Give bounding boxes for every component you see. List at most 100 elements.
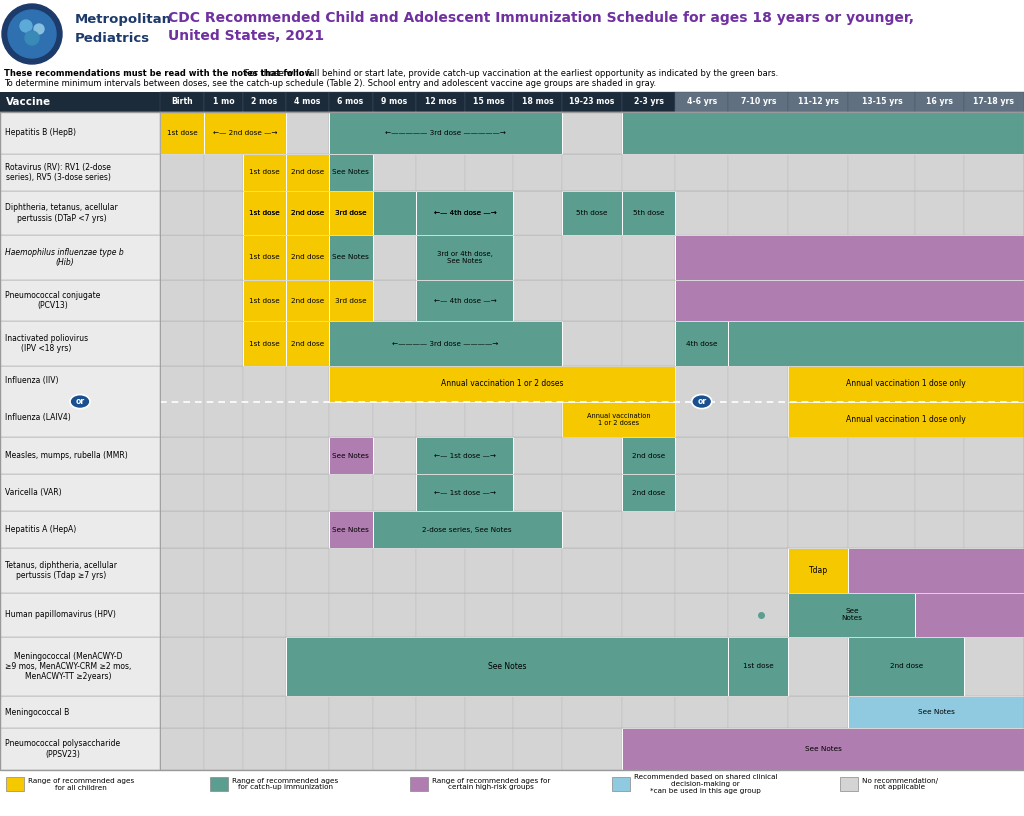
Bar: [728, 637, 788, 696]
Text: Measles, mumps, rubella (MMR): Measles, mumps, rubella (MMR): [5, 451, 128, 460]
Bar: [417, 696, 465, 728]
Bar: [329, 154, 373, 191]
Bar: [964, 637, 1024, 696]
Bar: [849, 548, 915, 592]
Bar: [329, 322, 373, 366]
Text: 4 mos: 4 mos: [294, 97, 321, 107]
Bar: [728, 191, 788, 235]
Bar: [204, 235, 243, 280]
Bar: [964, 548, 1024, 592]
Bar: [622, 512, 675, 548]
Bar: [286, 437, 329, 474]
Bar: [964, 112, 1024, 154]
Bar: [622, 474, 675, 512]
Bar: [840, 777, 858, 791]
Bar: [243, 235, 286, 280]
Bar: [286, 592, 329, 637]
Bar: [675, 322, 728, 366]
Bar: [210, 777, 228, 791]
Text: ←— 1st dose —→: ←— 1st dose —→: [434, 490, 496, 496]
Bar: [243, 696, 286, 728]
Bar: [286, 191, 329, 235]
Bar: [675, 512, 728, 548]
Text: See Notes: See Notes: [332, 453, 369, 459]
Text: 3rd dose: 3rd dose: [335, 210, 367, 216]
Bar: [622, 154, 675, 191]
Bar: [329, 191, 373, 235]
Bar: [286, 154, 329, 191]
Text: 19-23 mos: 19-23 mos: [569, 97, 614, 107]
Bar: [675, 592, 728, 637]
Bar: [329, 637, 373, 696]
Text: 5th dose: 5th dose: [633, 210, 665, 216]
Bar: [622, 728, 675, 770]
Bar: [788, 366, 1024, 401]
Bar: [465, 92, 513, 112]
Bar: [675, 548, 728, 592]
Bar: [562, 637, 622, 696]
Bar: [417, 728, 465, 770]
Bar: [373, 548, 417, 592]
Bar: [329, 154, 373, 191]
Bar: [728, 728, 788, 770]
Text: See Notes: See Notes: [805, 746, 842, 752]
Bar: [465, 366, 513, 437]
Text: 5th dose: 5th dose: [577, 210, 608, 216]
Bar: [465, 696, 513, 728]
Bar: [788, 112, 849, 154]
Bar: [622, 548, 675, 592]
Bar: [204, 191, 243, 235]
Bar: [373, 235, 417, 280]
Bar: [675, 437, 728, 474]
Text: No recommendation/
not applicable: No recommendation/ not applicable: [862, 778, 938, 791]
Bar: [562, 191, 622, 235]
Bar: [788, 592, 849, 637]
Text: 17-18 yrs: 17-18 yrs: [974, 97, 1015, 107]
Bar: [0, 191, 160, 235]
Text: 3rd dose: 3rd dose: [335, 298, 367, 304]
Bar: [0, 0, 1024, 64]
Bar: [286, 696, 329, 728]
Bar: [513, 191, 562, 235]
Bar: [513, 366, 562, 437]
Bar: [788, 512, 849, 548]
Bar: [622, 696, 675, 728]
Bar: [329, 696, 373, 728]
Text: Birth: Birth: [171, 97, 193, 107]
Bar: [788, 322, 849, 366]
Bar: [915, 191, 964, 235]
Bar: [849, 437, 915, 474]
Bar: [417, 474, 465, 512]
Bar: [243, 235, 286, 280]
Bar: [915, 592, 964, 637]
Bar: [622, 112, 675, 154]
Bar: [915, 592, 1024, 637]
Circle shape: [20, 20, 32, 32]
Bar: [849, 696, 915, 728]
Bar: [622, 366, 675, 437]
Bar: [243, 437, 286, 474]
Bar: [675, 112, 728, 154]
Bar: [160, 112, 204, 154]
Bar: [675, 154, 728, 191]
Bar: [675, 322, 728, 366]
Bar: [329, 548, 373, 592]
Text: Human papillomavirus (HPV): Human papillomavirus (HPV): [5, 610, 116, 619]
Bar: [243, 280, 286, 322]
Bar: [562, 728, 622, 770]
Bar: [417, 154, 465, 191]
Bar: [915, 191, 964, 235]
Bar: [728, 366, 788, 437]
Bar: [286, 235, 329, 280]
Bar: [513, 592, 562, 637]
Bar: [788, 154, 849, 191]
Ellipse shape: [70, 395, 90, 409]
Bar: [915, 92, 964, 112]
Text: 1st dose: 1st dose: [249, 170, 280, 175]
Bar: [417, 92, 465, 112]
Bar: [243, 154, 286, 191]
Bar: [243, 548, 286, 592]
Bar: [915, 437, 964, 474]
Text: 2nd dose: 2nd dose: [291, 255, 324, 260]
Text: Meningococcal (MenACWY-D
≥9 mos, MenACWY-CRM ≥2 mos,
MenACWY-TT ≥2years): Meningococcal (MenACWY-D ≥9 mos, MenACWY…: [5, 652, 131, 681]
